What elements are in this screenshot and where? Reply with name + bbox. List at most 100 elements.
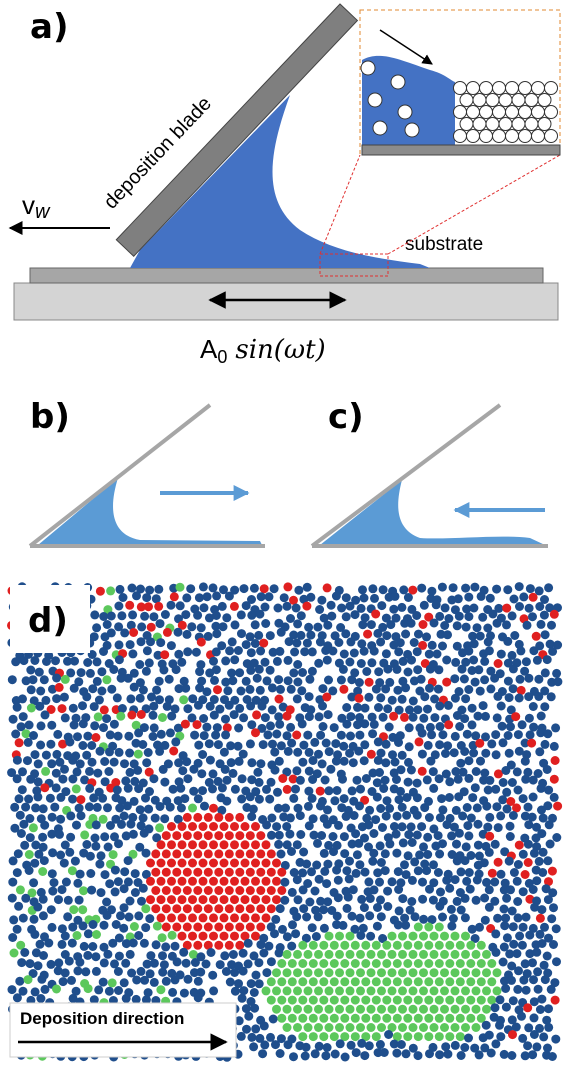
particle [415, 737, 424, 746]
particle [107, 612, 116, 621]
particle [536, 1005, 545, 1014]
particle [403, 793, 412, 802]
particle [323, 656, 332, 665]
particle [311, 1049, 320, 1058]
particle [337, 676, 346, 685]
particle [133, 766, 142, 775]
particle [434, 868, 443, 877]
particle [183, 868, 192, 877]
particle [330, 1014, 339, 1023]
particle [362, 774, 371, 783]
particle [198, 750, 207, 759]
particle [149, 612, 158, 621]
particle [193, 904, 202, 913]
particle [171, 737, 180, 746]
particle [548, 867, 557, 876]
particle [292, 604, 301, 613]
particle [168, 931, 177, 940]
particle [346, 732, 355, 741]
particle [420, 803, 429, 812]
particle [440, 932, 449, 941]
particle [404, 778, 413, 787]
particle [18, 694, 27, 703]
particle [445, 793, 454, 802]
particle [303, 731, 312, 740]
particle [447, 831, 456, 840]
particle [455, 612, 464, 621]
particle [344, 893, 353, 902]
particle [417, 584, 426, 593]
particle [72, 821, 81, 830]
inset-particle [493, 106, 506, 119]
particle [275, 948, 284, 957]
particle [256, 686, 265, 695]
particle [328, 647, 337, 656]
particle [220, 895, 229, 904]
particle [29, 675, 38, 684]
particle [188, 913, 197, 922]
particle [304, 623, 313, 632]
particle [27, 704, 36, 713]
particle [88, 684, 97, 693]
particle [29, 823, 38, 832]
particle [214, 740, 223, 749]
particle [474, 820, 483, 829]
particle [357, 1039, 366, 1048]
particle [68, 795, 77, 804]
particle [486, 684, 495, 693]
particle [543, 655, 552, 664]
particle [139, 884, 148, 893]
particle [84, 984, 93, 993]
inset-particle [480, 130, 493, 143]
particle [409, 986, 418, 995]
particle [21, 894, 30, 903]
particle [135, 660, 144, 669]
particle [69, 704, 78, 713]
particle [178, 895, 187, 904]
particle [418, 767, 427, 776]
particle [275, 720, 284, 729]
particle [108, 978, 117, 987]
particle [529, 885, 538, 894]
particle [225, 886, 234, 895]
particle [428, 641, 437, 650]
particle [425, 684, 434, 693]
particle [183, 813, 192, 822]
particle [188, 895, 197, 904]
particle [401, 683, 410, 692]
particle [296, 830, 305, 839]
particle [355, 860, 364, 869]
particle [496, 811, 505, 820]
particle [262, 913, 271, 922]
particle [197, 638, 206, 647]
particle [194, 741, 203, 750]
particle [284, 747, 293, 756]
particle [377, 950, 386, 959]
particle [350, 649, 359, 658]
particle [537, 784, 546, 793]
particle [249, 805, 258, 814]
particle [199, 714, 208, 723]
particle [239, 713, 248, 722]
particle [193, 720, 202, 729]
particle [54, 958, 63, 967]
particle [432, 600, 441, 609]
particle [493, 914, 502, 923]
particle [398, 932, 407, 941]
particle [214, 813, 223, 822]
particle [253, 674, 262, 683]
particle [550, 775, 559, 784]
particle [445, 1032, 454, 1041]
particle [420, 601, 429, 610]
particle [97, 667, 106, 676]
inset-particle [545, 130, 558, 143]
particle [159, 666, 168, 675]
inset-particle [506, 106, 519, 119]
particle [507, 976, 516, 985]
particle [346, 932, 355, 941]
particle [538, 868, 547, 877]
particle [270, 929, 279, 938]
particle [480, 657, 489, 666]
particle [485, 776, 494, 785]
particle [165, 675, 174, 684]
